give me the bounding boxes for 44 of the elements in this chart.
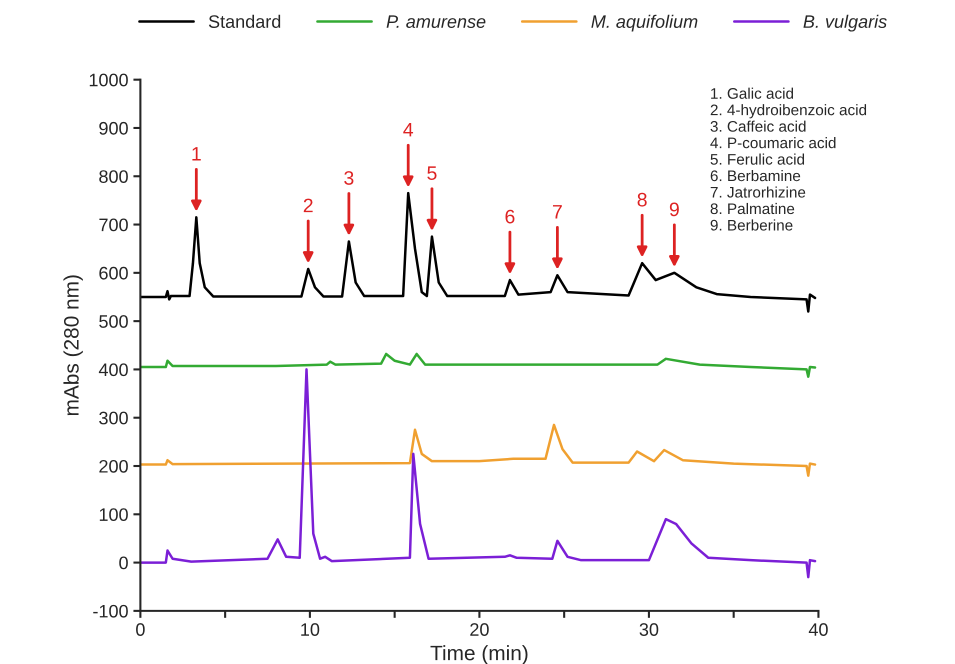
x-tick-label: 0 [136, 623, 145, 636]
annotation: 2 [304, 198, 313, 212]
annotation: 4. P-coumaric acid [710, 137, 836, 148]
annotation: 6 [506, 210, 514, 224]
y-tick-label: 300 [99, 412, 128, 424]
annotation: 1 [192, 147, 201, 160]
legend-label: P. amurense [386, 15, 486, 28]
y-tick-label: 200 [99, 460, 128, 473]
annotation: 8 [638, 192, 647, 207]
annotation: 5 [427, 166, 437, 180]
annotation: 7 [552, 205, 562, 218]
x-tick-label: 10 [301, 623, 320, 636]
x-tick-label: 20 [470, 623, 489, 636]
annotation: 6. Berbamine [710, 170, 800, 182]
annotation: 2. 4-hydroibenzoic acid [710, 104, 866, 118]
x-tick-label: 40 [808, 623, 828, 636]
y-tick-label: 0 [119, 556, 128, 570]
y-axis-title: mAbs (280 nm) [63, 275, 83, 416]
y-tick-label: 900 [99, 122, 128, 135]
y-tick-label: 500 [99, 315, 128, 328]
line-series [140, 424, 816, 477]
annotation: 5. Ferulic acid [710, 154, 804, 165]
x-axis-title: Time (min) [430, 645, 528, 664]
legend-label: Standard [208, 14, 280, 28]
line-series [140, 368, 816, 578]
annotation: 8. Palmatine [710, 202, 794, 214]
annotation: 9 [670, 202, 679, 216]
annotation: 3. Caffeic acid [710, 120, 806, 132]
annotation: 9. Berberine [710, 219, 792, 231]
legend-label: B. vulgaris [803, 14, 887, 32]
annotation: 4 [403, 122, 414, 136]
legend-label: M. aquifolium [591, 14, 698, 32]
y-tick-label: 700 [99, 218, 128, 232]
y-tick-label: -100 [93, 604, 128, 618]
y-tick-label: 800 [99, 170, 128, 183]
annotation: 3 [344, 171, 354, 185]
annotation: 7. Jatrorhizine [710, 186, 806, 198]
y-tick-label: 1000 [90, 74, 128, 86]
x-tick-label: 30 [640, 623, 658, 636]
y-tick-label: 600 [99, 266, 128, 280]
line-series [140, 352, 816, 378]
y-tick-label: 100 [100, 508, 128, 522]
annotation: 1. Galic acid [711, 88, 794, 99]
y-tick-label: 400 [98, 363, 128, 376]
